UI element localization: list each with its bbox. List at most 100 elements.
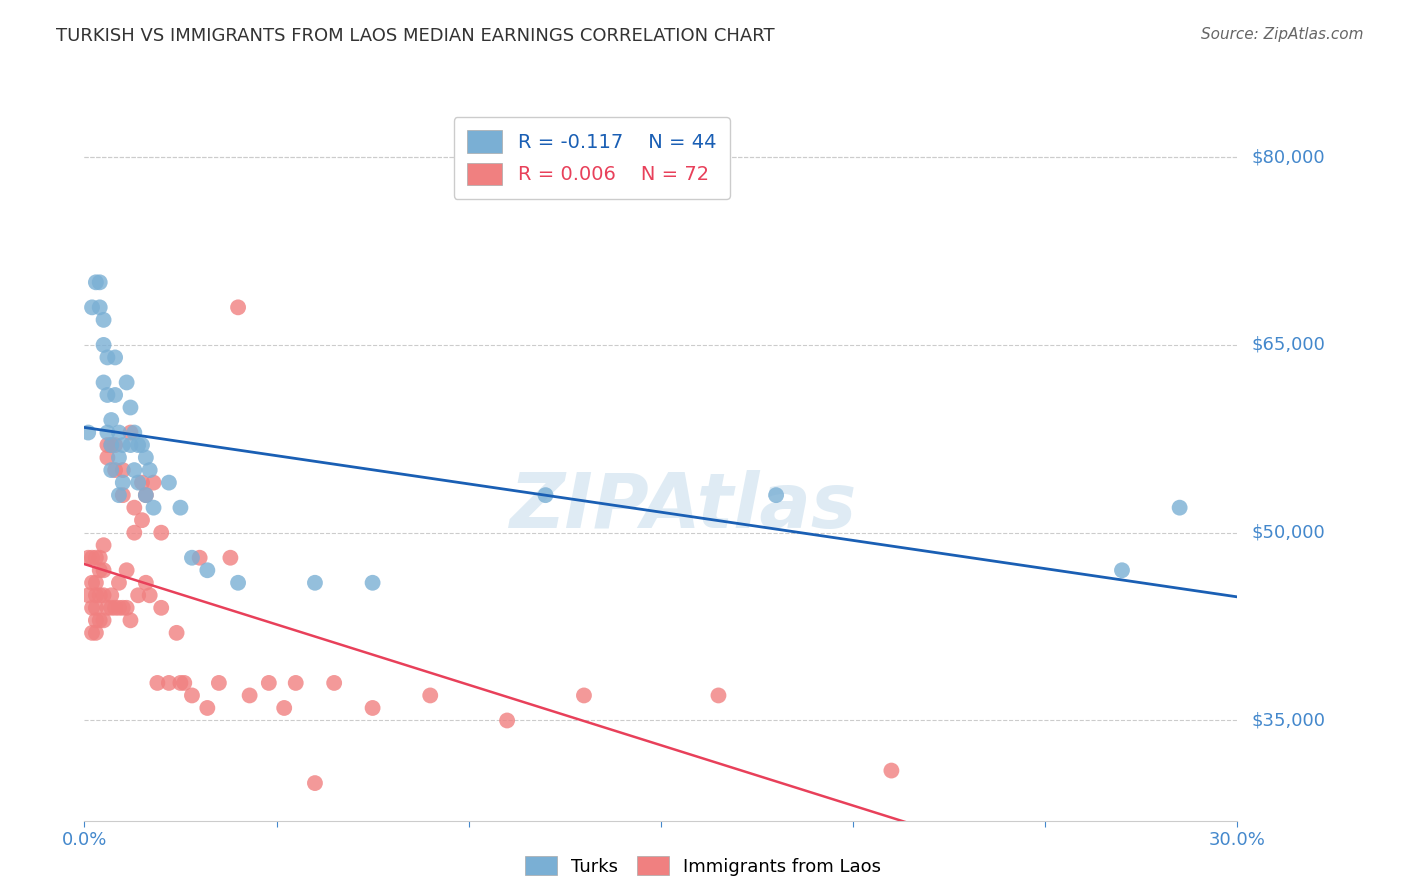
Point — [115, 600, 138, 615]
Point — [1111, 563, 1133, 577]
Point — [120, 438, 142, 452]
Point — [138, 463, 160, 477]
Point — [146, 676, 169, 690]
Text: ZIPAtlas: ZIPAtlas — [510, 470, 858, 543]
Text: $65,000: $65,000 — [1251, 336, 1326, 354]
Point — [124, 500, 146, 515]
Point — [304, 575, 326, 590]
Text: Source: ZipAtlas.com: Source: ZipAtlas.com — [1201, 27, 1364, 42]
Point — [89, 563, 111, 577]
Point — [195, 701, 218, 715]
Point — [111, 438, 134, 452]
Point — [100, 438, 122, 452]
Legend: Turks, Immigrants from Laos: Turks, Immigrants from Laos — [517, 849, 889, 883]
Point — [120, 613, 142, 627]
Point — [89, 301, 111, 315]
Point — [534, 488, 557, 502]
Text: $35,000: $35,000 — [1251, 712, 1326, 730]
Point — [361, 701, 384, 715]
Point — [77, 588, 100, 602]
Point — [323, 676, 346, 690]
Point — [419, 689, 441, 703]
Point — [104, 438, 127, 452]
Point — [104, 600, 127, 615]
Point — [80, 301, 103, 315]
Point — [124, 463, 146, 477]
Point — [124, 425, 146, 440]
Point — [84, 550, 107, 565]
Point — [135, 450, 157, 465]
Point — [284, 676, 307, 690]
Point — [100, 413, 122, 427]
Point — [104, 463, 127, 477]
Point — [496, 714, 519, 728]
Point — [93, 313, 115, 327]
Point — [96, 425, 118, 440]
Point — [208, 676, 231, 690]
Point — [157, 475, 180, 490]
Point — [131, 438, 153, 452]
Point — [108, 488, 131, 502]
Point — [127, 588, 149, 602]
Point — [1168, 500, 1191, 515]
Point — [135, 488, 157, 502]
Point — [135, 575, 157, 590]
Point — [173, 676, 195, 690]
Point — [142, 500, 165, 515]
Point — [188, 550, 211, 565]
Point — [765, 488, 787, 502]
Point — [120, 401, 142, 415]
Point — [100, 600, 122, 615]
Point — [93, 338, 115, 352]
Point — [135, 488, 157, 502]
Point — [181, 550, 204, 565]
Point — [150, 525, 173, 540]
Point — [226, 301, 249, 315]
Point — [127, 438, 149, 452]
Point — [84, 588, 107, 602]
Point — [108, 425, 131, 440]
Point — [100, 588, 122, 602]
Point — [84, 275, 107, 289]
Point — [131, 475, 153, 490]
Point — [361, 575, 384, 590]
Point — [84, 600, 107, 615]
Point — [120, 425, 142, 440]
Point — [111, 600, 134, 615]
Point — [226, 575, 249, 590]
Point — [304, 776, 326, 790]
Point — [111, 475, 134, 490]
Point — [104, 351, 127, 365]
Point — [93, 376, 115, 390]
Point — [239, 689, 262, 703]
Point — [84, 625, 107, 640]
Point — [257, 676, 280, 690]
Point — [93, 563, 115, 577]
Point — [142, 475, 165, 490]
Point — [96, 450, 118, 465]
Legend: R = -0.117    N = 44, R = 0.006    N = 72: R = -0.117 N = 44, R = 0.006 N = 72 — [454, 117, 730, 199]
Point — [169, 676, 191, 690]
Point — [108, 575, 131, 590]
Point — [100, 438, 122, 452]
Point — [104, 388, 127, 402]
Point — [96, 438, 118, 452]
Point — [273, 701, 295, 715]
Point — [93, 538, 115, 552]
Point — [181, 689, 204, 703]
Point — [111, 463, 134, 477]
Point — [100, 463, 122, 477]
Point — [84, 575, 107, 590]
Point — [80, 575, 103, 590]
Point — [572, 689, 595, 703]
Text: $50,000: $50,000 — [1251, 524, 1324, 541]
Point — [89, 550, 111, 565]
Point — [108, 450, 131, 465]
Point — [195, 563, 218, 577]
Point — [138, 588, 160, 602]
Point — [115, 376, 138, 390]
Point — [89, 613, 111, 627]
Point — [77, 550, 100, 565]
Point — [219, 550, 242, 565]
Point — [157, 676, 180, 690]
